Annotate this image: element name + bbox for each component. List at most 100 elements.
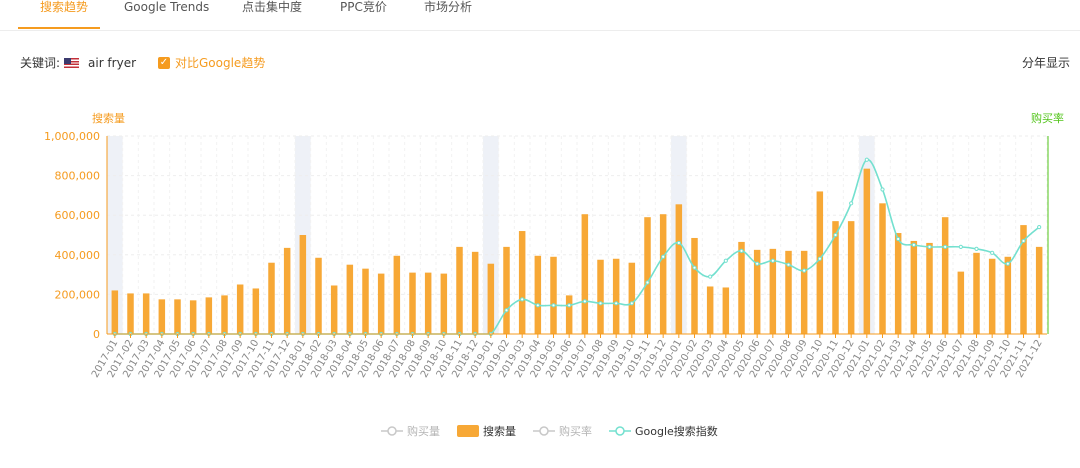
bar-2017-09	[236, 284, 244, 334]
bar-2018-02	[315, 257, 322, 334]
bar-2020-03	[706, 286, 714, 334]
bar-2021-01	[863, 168, 871, 334]
bar-2020-01	[675, 204, 683, 334]
bar-2018-05	[362, 268, 369, 334]
bar-2018-04	[346, 264, 354, 334]
trend-point-2019-07	[582, 299, 587, 304]
bar-2018-08	[409, 272, 416, 334]
trend-point-2020-05	[739, 248, 744, 253]
bar-2017-10	[252, 288, 260, 334]
bar-2018-12	[471, 251, 479, 334]
bar-2018-01	[299, 235, 307, 334]
bar-2020-12	[847, 221, 855, 334]
bar-2020-08	[785, 250, 792, 334]
y-tick-label: 400,000	[55, 249, 101, 262]
trend-point-2019-03	[520, 297, 525, 302]
bar-2017-02	[127, 293, 134, 334]
trend-point-2021-10	[1005, 261, 1010, 266]
right-axis-title: 购买率	[1031, 111, 1064, 125]
bar-2019-04	[534, 255, 542, 334]
trend-point-2020-12	[849, 201, 854, 206]
trend-point-2020-08	[786, 262, 791, 267]
bar-2019-05	[550, 256, 557, 334]
trend-point-2019-12	[661, 254, 666, 259]
trend-point-2019-10	[629, 301, 634, 306]
bar-2018-11	[456, 246, 463, 334]
bar-2017-06	[189, 300, 197, 334]
trend-point-2020-03	[708, 274, 713, 279]
bar-2021-06	[941, 217, 949, 334]
trend-point-2021-05	[927, 244, 932, 249]
trend-point-2021-11	[1021, 238, 1026, 244]
bar-2018-07	[393, 255, 401, 334]
legend-item-1[interactable]: 搜索量	[457, 424, 516, 438]
trend-point-2020-09	[802, 268, 807, 273]
trend-point-2021-03	[896, 236, 901, 242]
bar-2019-09	[612, 258, 620, 334]
bar-2017-03	[142, 293, 150, 334]
bar-2017-05	[174, 299, 181, 334]
bar-2019-06	[565, 295, 573, 334]
bar-2018-06	[377, 273, 385, 334]
trend-point-2019-06	[567, 303, 572, 308]
trend-point-2021-09	[990, 250, 995, 255]
bar-2019-12	[659, 214, 667, 334]
legend-item-2[interactable]: 购买率	[533, 424, 592, 438]
tab-click-concentration[interactable]: 点击集中度	[242, 0, 303, 14]
bar-2021-04	[910, 240, 918, 334]
y-tick-label: 1,000,000	[44, 130, 100, 143]
bar-2020-02	[691, 237, 698, 334]
compare-google-checkbox[interactable]: ✓	[158, 57, 170, 69]
bar-2019-03	[518, 231, 526, 334]
trend-point-2019-02	[504, 308, 509, 313]
tab-google-trends[interactable]: Google Trends	[124, 0, 210, 14]
bar-2021-08	[973, 252, 980, 334]
bar-2017-04	[158, 299, 166, 334]
compare-google-label[interactable]: 对比Google趋势	[175, 56, 266, 70]
bar-2018-09	[424, 272, 432, 334]
bar-2021-12	[1035, 246, 1043, 334]
bar-2017-07	[205, 297, 213, 334]
year-view-toggle[interactable]: 分年显示	[1021, 56, 1070, 70]
bar-2019-02	[503, 246, 510, 334]
tab-search-trend[interactable]: 搜索趋势	[40, 0, 89, 14]
y-tick-label: 0	[93, 328, 100, 341]
bar-2020-09	[800, 250, 808, 334]
bar-2017-11	[268, 262, 275, 334]
trend-point-2019-09	[614, 301, 619, 306]
legend-label: 购买率	[559, 424, 592, 438]
trend-point-2019-05	[551, 303, 556, 308]
legend-label: 购买量	[407, 424, 440, 438]
bar-2021-03	[894, 233, 902, 334]
legend-item-0[interactable]: 购买量	[381, 424, 440, 438]
left-axis-title: 搜索量	[92, 111, 125, 125]
bar-2020-10	[816, 191, 824, 334]
tab-ppc-bid[interactable]: PPC竞价	[340, 0, 387, 14]
y-tick-label: 600,000	[55, 209, 101, 222]
trend-point-2021-07	[958, 244, 963, 249]
bar-2017-01	[111, 290, 119, 334]
legend-item-3[interactable]: Google搜索指数	[609, 424, 718, 438]
legend-dot-swatch	[387, 426, 397, 436]
y-tick-label: 200,000	[55, 288, 101, 301]
search-trend-chart: 0 200,000 400,000 600,000 800,000 1,000,000 搜索…	[44, 111, 1064, 438]
trend-point-2021-04	[911, 242, 916, 247]
tab-market-analysis[interactable]: 市场分析	[424, 0, 473, 14]
active-tab-indicator	[18, 27, 100, 29]
bar-2017-08	[221, 295, 228, 334]
tab-bar: 搜索趋势 Google Trends 点击集中度 PPC竞价 市场分析	[0, 0, 1080, 31]
bar-2018-10	[440, 273, 448, 334]
bar-2021-11	[1020, 225, 1027, 334]
highlight-band	[483, 136, 499, 334]
bar-2020-11	[832, 221, 839, 334]
trend-point-2020-10	[817, 256, 822, 261]
bar-2021-09	[988, 258, 996, 334]
trend-point-2020-02	[692, 265, 697, 270]
bar-2018-03	[330, 285, 338, 334]
trend-point-2019-08	[598, 301, 603, 306]
trend-point-2020-04	[723, 258, 728, 263]
trend-point-2020-01	[676, 240, 681, 246]
highlight-band	[107, 136, 123, 334]
bar-2021-02	[879, 203, 886, 334]
legend-label: Google搜索指数	[635, 424, 718, 438]
